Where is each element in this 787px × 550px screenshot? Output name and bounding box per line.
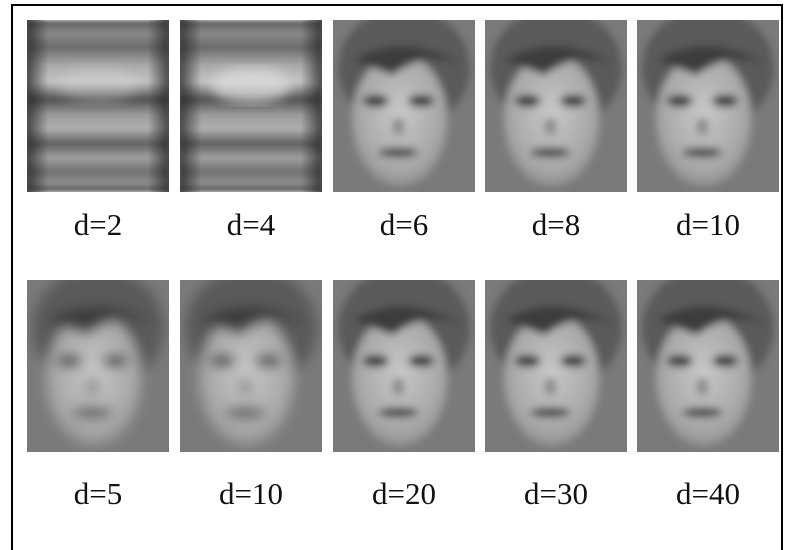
eye — [408, 95, 434, 107]
image-label: d=8 — [532, 207, 580, 242]
eye — [712, 355, 738, 367]
eye — [408, 355, 434, 367]
face-image — [637, 8, 779, 192]
mouth — [682, 147, 722, 157]
nose — [239, 378, 251, 396]
eye — [515, 355, 541, 367]
eye — [102, 355, 128, 367]
side-shade — [27, 20, 169, 192]
image-content — [637, 8, 779, 192]
face-image — [485, 8, 627, 192]
face-image — [27, 268, 169, 452]
image-content — [333, 268, 475, 452]
image-label: d=40 — [676, 476, 740, 511]
image-content — [485, 8, 627, 192]
eye — [57, 355, 83, 367]
image-content — [333, 8, 475, 192]
eye — [712, 95, 738, 107]
nose — [392, 378, 404, 396]
image-content — [180, 20, 322, 192]
image-label: d=30 — [524, 476, 588, 511]
mouth — [530, 407, 570, 417]
eye — [560, 355, 586, 367]
eye — [515, 95, 541, 107]
mouth — [682, 407, 722, 417]
glow — [211, 67, 291, 103]
image-label: d=4 — [227, 207, 276, 242]
image-content — [637, 268, 779, 452]
nose — [86, 378, 98, 396]
nose — [392, 118, 404, 136]
eye — [255, 355, 281, 367]
mouth — [530, 147, 570, 157]
face-image — [180, 268, 322, 452]
eye — [667, 95, 693, 107]
nose — [696, 378, 708, 396]
image-label: d=10 — [219, 476, 283, 511]
image-content — [180, 268, 322, 452]
image-content — [485, 268, 627, 452]
eye — [560, 95, 586, 107]
image-label: d=10 — [676, 207, 740, 242]
figure: d=2 d=4 d=6 d=8 d=10 d=5 d=10 d=20 d=30 d=40 — [0, 0, 787, 550]
mouth — [378, 407, 418, 417]
face-image — [333, 268, 475, 452]
mouth — [378, 147, 418, 157]
nose — [544, 118, 556, 136]
face-image — [333, 8, 475, 192]
image-label: d=6 — [380, 207, 428, 242]
mouth — [225, 407, 265, 417]
face-image — [637, 268, 779, 452]
nose — [696, 118, 708, 136]
eye — [363, 95, 389, 107]
mouth — [72, 407, 112, 417]
eye — [210, 355, 236, 367]
image-content — [27, 20, 169, 192]
image-content — [27, 268, 169, 452]
eye — [667, 355, 693, 367]
glow — [58, 67, 138, 103]
face-image — [27, 20, 169, 192]
face-image — [485, 268, 627, 452]
face-image — [180, 20, 322, 192]
image-label: d=2 — [74, 207, 122, 242]
image-label: d=5 — [74, 476, 122, 511]
image-label: d=20 — [372, 476, 436, 511]
nose — [544, 378, 556, 396]
eye — [363, 355, 389, 367]
side-shade — [180, 20, 322, 192]
